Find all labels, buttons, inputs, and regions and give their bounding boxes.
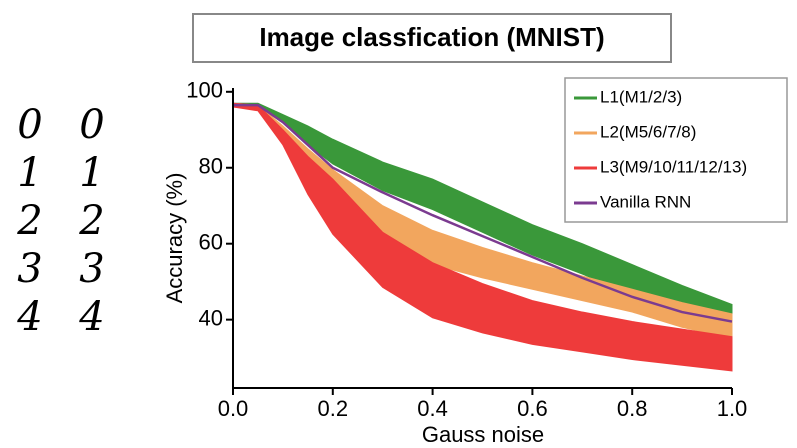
x-tick-label: 0.0 [218, 396, 249, 421]
sample-digit: 2 [78, 198, 104, 244]
legend-label: L3(M9/10/11/12/13) [600, 157, 747, 176]
x-axis-label: Gauss noise [422, 422, 544, 447]
y-tick-label: 60 [199, 230, 223, 255]
sample-digit: 0 [17, 102, 42, 148]
legend-label: L2(M5/6/7/8) [600, 122, 696, 141]
x-tick-label: 0.6 [517, 396, 548, 421]
y-tick-label: 100 [186, 78, 223, 103]
sample-digit: 3 [17, 246, 42, 292]
x-tick-label: 0.2 [318, 396, 349, 421]
legend-label: L1(M1/2/3) [600, 87, 682, 106]
band [232, 102, 733, 372]
y-tick-label: 80 [199, 154, 223, 179]
y-axis-label: Accuracy (%) [162, 173, 187, 304]
sample-digit: 3 [79, 246, 104, 292]
sample-digit: 2 [16, 198, 42, 244]
sample-digit: 0 [79, 102, 104, 148]
sample-digit: 4 [16, 294, 42, 340]
x-tick-label: 1.0 [717, 396, 748, 421]
legend-label: Vanilla RNN [600, 192, 691, 211]
x-tick-label: 0.8 [617, 396, 648, 421]
title-box [192, 13, 672, 63]
chart-title: Image classfication (MNIST) [259, 22, 604, 52]
sample-digit: 1 [17, 150, 42, 196]
sample-digit: 4 [78, 294, 104, 340]
x-tick-label: 0.4 [417, 396, 448, 421]
y-tick-label: 40 [199, 305, 223, 330]
line [233, 103, 733, 323]
sample-digit: 1 [79, 150, 104, 196]
legend-box [564, 77, 788, 223]
